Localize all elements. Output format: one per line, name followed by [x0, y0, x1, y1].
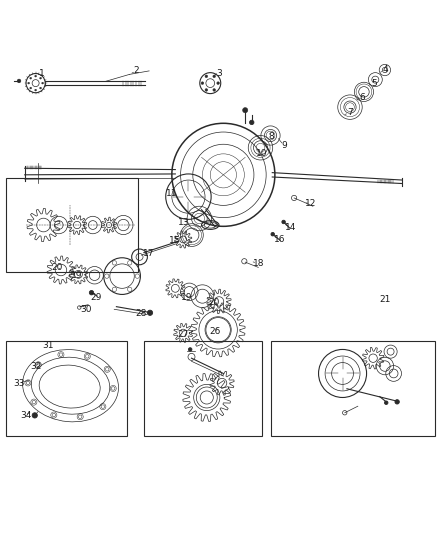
- Text: 10: 10: [256, 149, 268, 158]
- Text: 32: 32: [30, 361, 41, 370]
- Text: 29: 29: [90, 294, 102, 302]
- Bar: [271, 341, 435, 436]
- Text: 11: 11: [166, 189, 177, 198]
- Text: 20: 20: [208, 298, 219, 307]
- Circle shape: [271, 232, 275, 236]
- Text: 3: 3: [216, 69, 222, 78]
- Text: 28: 28: [136, 309, 147, 318]
- Circle shape: [30, 77, 32, 79]
- Text: 14: 14: [285, 223, 297, 232]
- Circle shape: [217, 82, 219, 84]
- Text: 27: 27: [177, 330, 189, 338]
- Circle shape: [282, 220, 286, 224]
- Text: 4: 4: [382, 64, 388, 74]
- Circle shape: [250, 120, 254, 125]
- Bar: [6, 341, 127, 436]
- Circle shape: [40, 77, 42, 79]
- Text: 6: 6: [359, 93, 365, 102]
- Circle shape: [32, 413, 37, 418]
- Circle shape: [35, 89, 36, 91]
- Text: 1: 1: [39, 69, 45, 78]
- Circle shape: [205, 75, 208, 78]
- Text: 8: 8: [268, 132, 274, 141]
- Text: 20: 20: [52, 263, 63, 272]
- Circle shape: [40, 87, 42, 89]
- Text: 26: 26: [210, 327, 221, 336]
- Text: 13: 13: [178, 219, 190, 228]
- Circle shape: [30, 87, 32, 89]
- Text: 21: 21: [379, 295, 391, 304]
- Circle shape: [28, 82, 29, 84]
- Text: 5: 5: [371, 79, 377, 87]
- Circle shape: [205, 88, 208, 91]
- Text: 31: 31: [42, 342, 53, 351]
- Text: 17: 17: [143, 249, 155, 258]
- Text: 19: 19: [71, 271, 83, 280]
- Circle shape: [188, 348, 192, 351]
- Circle shape: [385, 401, 388, 405]
- Circle shape: [243, 108, 248, 113]
- Text: 33: 33: [13, 379, 25, 388]
- Circle shape: [35, 75, 36, 77]
- Text: 15: 15: [169, 236, 180, 245]
- Bar: [144, 341, 262, 436]
- Text: 19: 19: [180, 294, 192, 302]
- Text: 16: 16: [273, 235, 285, 244]
- Circle shape: [42, 82, 43, 84]
- Bar: [6, 179, 138, 272]
- Text: 34: 34: [20, 411, 32, 421]
- Text: 18: 18: [253, 259, 264, 268]
- Text: 12: 12: [305, 199, 316, 208]
- Circle shape: [17, 79, 21, 83]
- Text: 9: 9: [282, 141, 287, 150]
- Circle shape: [89, 290, 94, 295]
- Circle shape: [395, 400, 399, 404]
- Text: 30: 30: [80, 305, 92, 314]
- Circle shape: [213, 88, 215, 91]
- Circle shape: [201, 82, 204, 84]
- Text: 7: 7: [347, 108, 353, 117]
- Circle shape: [148, 310, 152, 316]
- Text: 2: 2: [133, 66, 139, 75]
- Circle shape: [213, 75, 215, 78]
